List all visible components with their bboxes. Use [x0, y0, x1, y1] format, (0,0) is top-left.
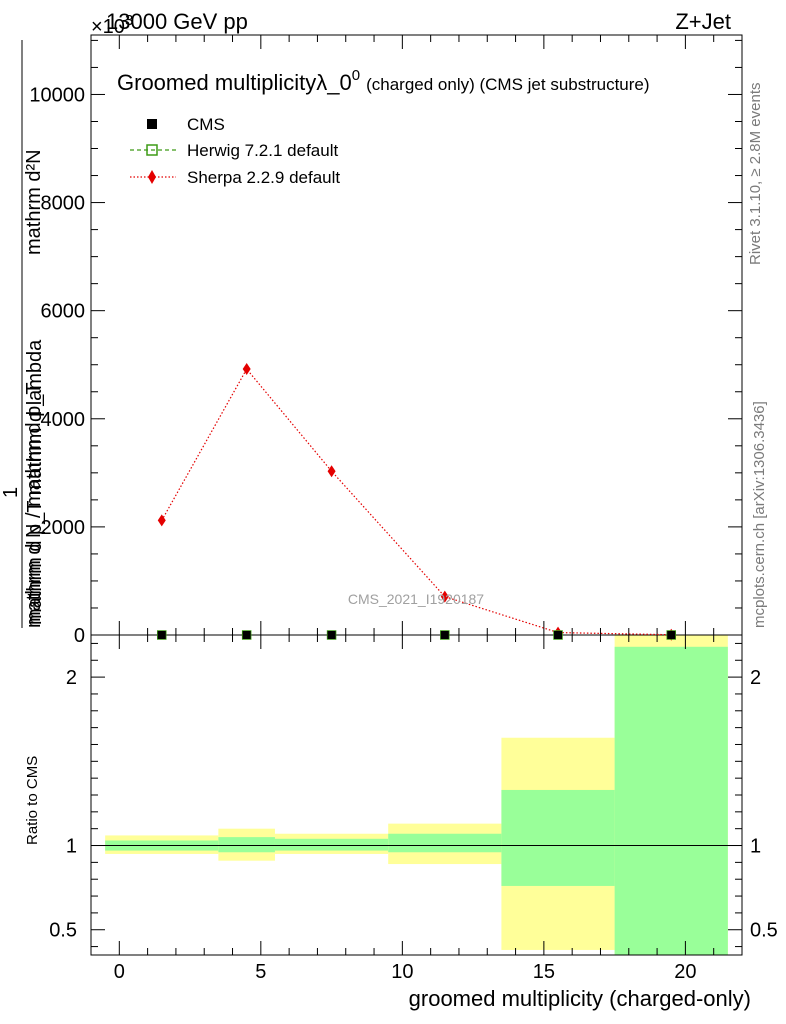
y-label-denominator: mathrm d N / mathrm d p_T — [23, 382, 45, 628]
analysis-id-label: CMS_2021_I1920187 — [348, 591, 484, 607]
x-tick-label: 10 — [391, 961, 413, 983]
x-tick-label: 0 — [114, 961, 125, 983]
ratio-stat-band-5 — [614, 646, 728, 955]
ratio-stat-band-3 — [388, 833, 502, 853]
cms-marker-icon — [147, 119, 157, 129]
x-tick-label: 20 — [674, 961, 696, 983]
sherpa-series-line — [161, 367, 672, 636]
x-tick-label: 5 — [255, 961, 266, 983]
cms-data-point — [157, 631, 166, 639]
main-y-axis-label: mathrm d²N mathrm d p_T mathrm d lambda … — [0, 40, 46, 628]
main-y-tick-label: 2000 — [41, 517, 86, 539]
plot-title: Groomed multiplicityλ_00 (charged only) (… — [117, 67, 650, 95]
sherpa-marker-icon — [148, 170, 156, 184]
ratio-stat-band-2 — [274, 838, 389, 851]
y-label-numerator: mathrm d²N — [23, 149, 45, 255]
ratio-y-tick-label-left: 0.5 — [49, 920, 77, 942]
ratio-y-tick-label-left: 1 — [66, 836, 77, 858]
main-y-tick-label: 6000 — [41, 301, 86, 323]
ratio-stat-band-1 — [218, 837, 275, 853]
process-label: Z+Jet — [675, 9, 731, 34]
legend-entry-herwig: Herwig 7.2.1 default — [130, 141, 338, 160]
herwig-marker-icon — [146, 144, 158, 156]
exponent-label: ×103 — [91, 12, 133, 38]
sherpa-data-point — [327, 465, 336, 478]
ratio-y-tick-label-right: 1 — [750, 836, 761, 858]
legend: CMS Herwig 7.2.1 default Sherpa 2.2.9 de… — [130, 115, 340, 187]
cms-data-point — [327, 631, 336, 639]
sherpa-data-point — [242, 363, 251, 376]
main-y-tick-label: 0 — [74, 625, 85, 647]
ratio-y-tick-label-right: 2 — [750, 667, 761, 689]
y-label-numerator-denominator: mathrm d p_T mathrm d lambda — [24, 339, 46, 625]
ratio-y-tick-label-right: 0.5 — [750, 920, 778, 942]
rivet-label: Rivet 3.1.10, ≥ 2.8M events — [747, 83, 764, 266]
main-y-axis: 0 2000 4000 6000 8000 10000 — [29, 39, 742, 647]
cms-data-point — [667, 631, 676, 639]
ratio-stat-band-4 — [501, 789, 615, 886]
main-y-tick-label: 4000 — [41, 409, 86, 431]
sherpa-data-point — [440, 590, 449, 603]
mcplots-label: mcplots.cern.ch [arXiv:1306.3436] — [751, 401, 768, 628]
legend-label-cms: CMS — [187, 115, 225, 134]
main-y-tick-label: 10000 — [29, 84, 85, 106]
cms-data-point — [242, 631, 251, 639]
cms-data-point — [554, 631, 563, 639]
ratio-bands — [105, 635, 728, 955]
x-tick-label: 15 — [533, 961, 555, 983]
y-label-one: 1 — [0, 487, 22, 498]
cms-data-point — [440, 631, 449, 639]
legend-entry-cms: CMS — [147, 115, 225, 134]
legend-entry-sherpa: Sherpa 2.2.9 default — [130, 168, 340, 187]
main-y-tick-label: 8000 — [41, 193, 86, 215]
legend-label-sherpa: Sherpa 2.2.9 default — [187, 168, 340, 187]
ratio-y-axis-label: Ratio to CMS — [24, 756, 41, 845]
series-layer — [157, 363, 676, 641]
x-axis: 0 5 10 15 20 — [90, 35, 715, 983]
energy-label: 13000 GeV pp — [106, 9, 248, 34]
ratio-y-axis: 0.5 0.5 1 1 2 2 — [49, 642, 778, 948]
x-axis-label: groomed multiplicity (charged-only) — [409, 986, 751, 1011]
legend-label-herwig: Herwig 7.2.1 default — [187, 141, 338, 160]
ratio-y-tick-label-left: 2 — [66, 667, 77, 689]
sherpa-data-point — [157, 514, 166, 527]
